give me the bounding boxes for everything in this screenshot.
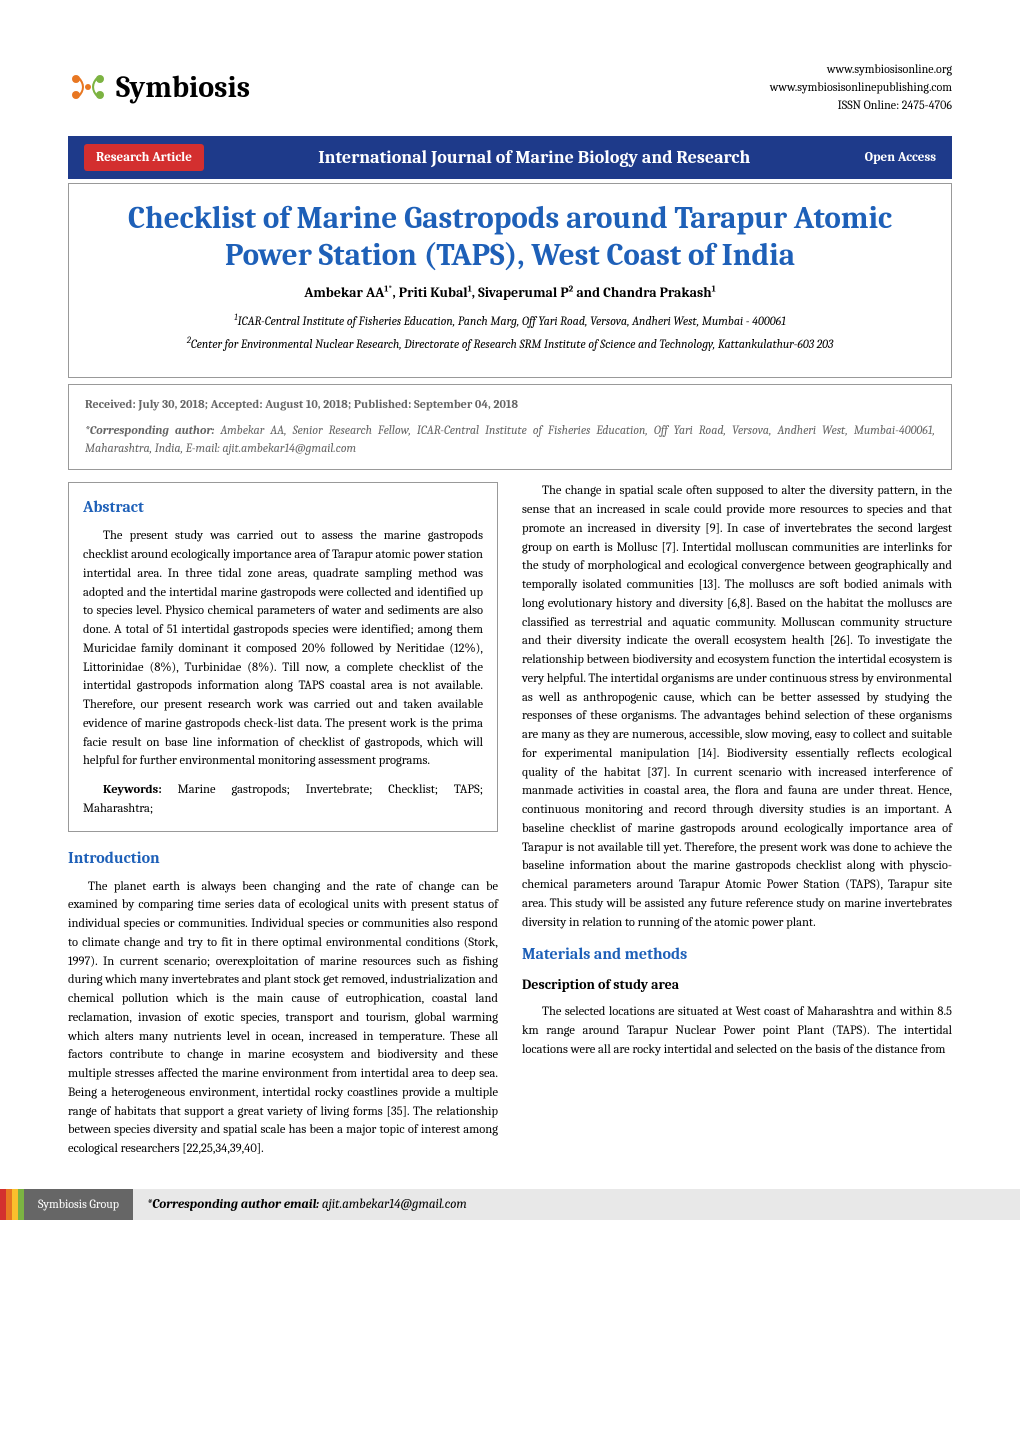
- abstract-heading: Abstract: [83, 495, 483, 519]
- header-urls: www.symbiosisonline.org www.symbiosisonl…: [770, 60, 952, 114]
- abstract-body: The present study was carried out to ass…: [83, 527, 483, 771]
- url-line-2: www.symbiosisonlinepublishing.com: [770, 78, 952, 96]
- footer-bar: Symbiosis Group *Corresponding author em…: [0, 1189, 1020, 1220]
- keywords: Keywords: Marine gastropods; Invertebrat…: [83, 781, 483, 819]
- introduction-para-1: The planet earth is always been changing…: [68, 878, 498, 1159]
- introduction-heading: Introduction: [68, 846, 498, 870]
- methods-heading: Materials and methods: [522, 942, 952, 966]
- corresponding-author: *Corresponding author: Ambekar AA, Senio…: [85, 421, 935, 457]
- right-column: The change in spatial scale often suppos…: [522, 482, 952, 1169]
- journal-bar: Research Article International Journal o…: [68, 136, 952, 179]
- content-columns: Abstract The present study was carried o…: [68, 482, 952, 1169]
- authors: Ambekar AA1*, Priti Kubal1, Sivaperumal …: [93, 284, 927, 301]
- publication-dates: Received: July 30, 2018; Accepted: Augus…: [85, 397, 935, 411]
- meta-box: Received: July 30, 2018; Accepted: Augus…: [68, 384, 952, 470]
- article-type-badge: Research Article: [84, 144, 204, 171]
- logo-text: Symbiosis: [116, 70, 250, 105]
- footer-email: *Corresponding author email: ajit.ambeka…: [133, 1189, 1020, 1220]
- article-title: Checklist of Marine Gastropods around Ta…: [93, 200, 927, 274]
- logo-block: Symbiosis: [68, 67, 250, 107]
- title-box: Checklist of Marine Gastropods around Ta…: [68, 183, 952, 378]
- footer-label: Symbiosis Group: [24, 1189, 133, 1220]
- affiliation-1: 1ICAR-Central Institute of Fisheries Edu…: [93, 313, 927, 328]
- footer-stripes: [0, 1189, 24, 1220]
- issn-line: ISSN Online: 2475-4706: [770, 96, 952, 114]
- methods-para-1: The selected locations are situated at W…: [522, 1003, 952, 1059]
- right-col-para-1: The change in spatial scale often suppos…: [522, 482, 952, 932]
- left-column: Abstract The present study was carried o…: [68, 482, 498, 1169]
- url-line-1: www.symbiosisonline.org: [770, 60, 952, 78]
- methods-subheading: Description of study area: [522, 974, 952, 995]
- abstract-box: Abstract The present study was carried o…: [68, 482, 498, 831]
- affiliation-2: 2Center for Environmental Nuclear Resear…: [93, 336, 927, 351]
- page-header: Symbiosis www.symbiosisonline.org www.sy…: [68, 60, 952, 114]
- journal-title: International Journal of Marine Biology …: [204, 147, 865, 168]
- symbiosis-logo-icon: [68, 67, 108, 107]
- open-access-badge: Open Access: [865, 150, 936, 165]
